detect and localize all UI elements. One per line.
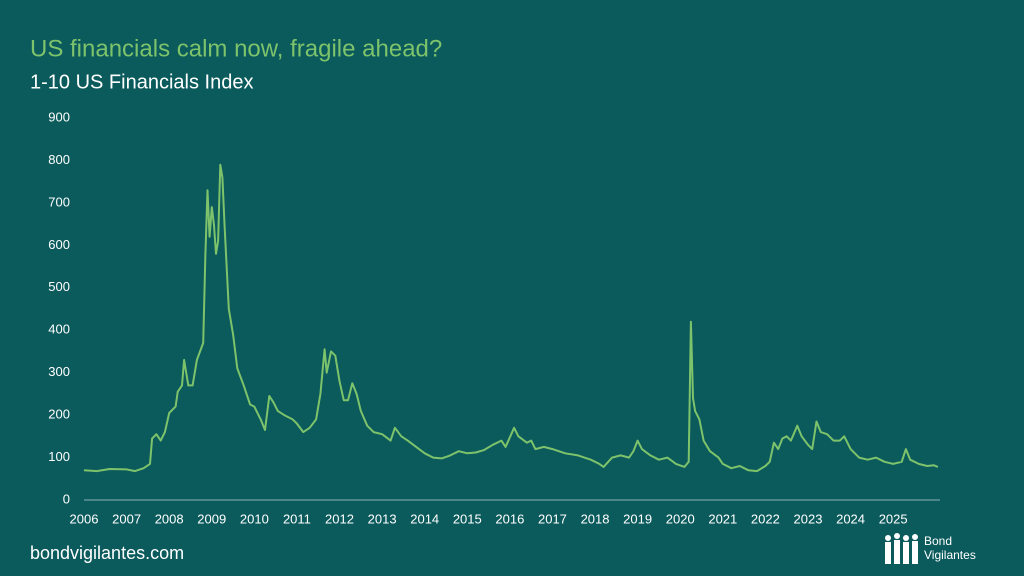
x-tick-label: 2016: [495, 511, 524, 526]
y-tick-label: 400: [48, 322, 70, 337]
y-tick-label: 700: [48, 194, 70, 209]
x-tick-label: 2023: [794, 511, 823, 526]
logo-text: Vigilantes: [924, 548, 976, 562]
x-tick-label: 2011: [283, 511, 311, 526]
x-tick-label: 2014: [410, 511, 439, 526]
x-tick-label: 2008: [155, 511, 184, 526]
x-tick-label: 2025: [879, 511, 908, 526]
y-tick-label: 300: [48, 364, 70, 379]
y-tick-label: 600: [48, 237, 70, 252]
x-tick-label: 2017: [538, 511, 567, 526]
x-tick-label: 2007: [112, 511, 141, 526]
x-tick-label: 2022: [751, 511, 780, 526]
x-tick-label: 2015: [453, 511, 482, 526]
y-tick-label: 900: [48, 109, 70, 124]
footer-site: bondvigilantes.com: [30, 543, 184, 563]
x-tick-label: 2010: [240, 511, 269, 526]
chart-subtitle: 1-10 US Financials Index: [30, 71, 253, 93]
x-tick-label: 2018: [581, 511, 610, 526]
x-tick-label: 2006: [70, 511, 99, 526]
x-tick-label: 2020: [666, 511, 695, 526]
x-tick-label: 2021: [708, 511, 737, 526]
x-tick-label: 2024: [836, 511, 865, 526]
x-tick-label: 2013: [368, 511, 397, 526]
y-tick-label: 100: [48, 449, 70, 464]
y-tick-label: 200: [48, 407, 70, 422]
x-tick-label: 2009: [197, 511, 226, 526]
y-tick-label: 800: [48, 152, 70, 167]
index-line: [83, 163, 939, 473]
x-tick-label: 2019: [623, 511, 652, 526]
x-tick-label: 2012: [325, 511, 354, 526]
y-tick-label: 500: [48, 279, 70, 294]
logo-text: Bond: [924, 534, 952, 548]
chart-title: US financials calm now, fragile ahead?: [30, 35, 442, 62]
y-tick-label: 0: [63, 491, 70, 506]
logo-figures: [885, 533, 918, 564]
